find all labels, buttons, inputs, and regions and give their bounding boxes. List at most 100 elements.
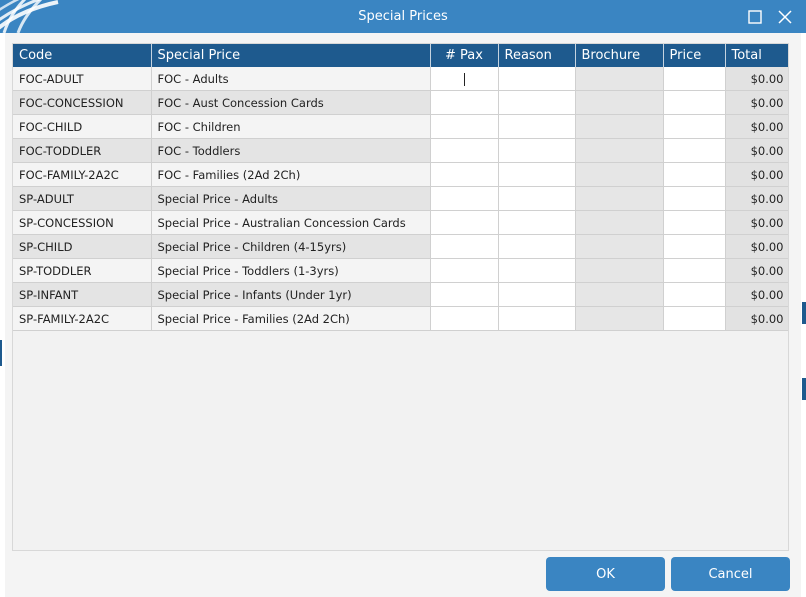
brochure-cell xyxy=(575,234,664,259)
pax-input[interactable] xyxy=(430,258,499,283)
pax-input[interactable] xyxy=(430,90,499,115)
total-cell: $0.00 xyxy=(725,67,788,91)
reason-input[interactable] xyxy=(498,162,576,187)
close-button[interactable] xyxy=(770,0,800,33)
total-cell: $0.00 xyxy=(725,234,788,259)
brochure-cell xyxy=(575,210,664,235)
total-cell: $0.00 xyxy=(725,162,788,187)
special-price-cell: Special Price - Adults xyxy=(151,186,431,211)
price-input[interactable] xyxy=(663,210,726,235)
special-price-cell: Special Price - Toddlers (1-3yrs) xyxy=(151,258,431,283)
column-header-special-price[interactable]: Special Price xyxy=(151,44,431,67)
table-row[interactable]: FOC-TODDLER FOC - Toddlers $0.00 xyxy=(13,138,788,163)
table-row[interactable]: SP-ADULT Special Price - Adults $0.00 xyxy=(13,186,788,211)
pax-input[interactable] xyxy=(430,234,499,259)
special-price-cell: Special Price - Australian Concession Ca… xyxy=(151,210,431,235)
reason-input[interactable] xyxy=(498,258,576,283)
pax-input[interactable] xyxy=(430,67,499,91)
table-row[interactable]: FOC-ADULT FOC - Adults $0.00 xyxy=(13,67,788,91)
code-cell: FOC-ADULT xyxy=(13,67,152,91)
reason-input[interactable] xyxy=(498,138,576,163)
code-cell: SP-FAMILY-2A2C xyxy=(13,306,152,331)
total-cell: $0.00 xyxy=(725,282,788,307)
special-price-cell: Special Price - Infants (Under 1yr) xyxy=(151,282,431,307)
column-header-price[interactable]: Price xyxy=(663,44,726,67)
code-cell: SP-INFANT xyxy=(13,282,152,307)
maximize-button[interactable] xyxy=(740,0,770,33)
total-cell: $0.00 xyxy=(725,138,788,163)
title-bar: Special Prices xyxy=(0,0,806,33)
pax-input[interactable] xyxy=(430,162,499,187)
code-cell: SP-TODDLER xyxy=(13,258,152,283)
table-row[interactable]: FOC-CONCESSION FOC - Aust Concession Car… xyxy=(13,90,788,115)
ok-button[interactable]: OK xyxy=(546,557,665,591)
special-prices-table: Code Special Price # Pax Reason Brochure… xyxy=(13,44,788,331)
reason-input[interactable] xyxy=(498,282,576,307)
price-input[interactable] xyxy=(663,186,726,211)
total-cell: $0.00 xyxy=(725,306,788,331)
table-row[interactable]: SP-TODDLER Special Price - Toddlers (1-3… xyxy=(13,258,788,283)
pax-input[interactable] xyxy=(430,138,499,163)
pax-input[interactable] xyxy=(430,210,499,235)
pax-input[interactable] xyxy=(430,282,499,307)
column-header-code[interactable]: Code xyxy=(13,44,152,67)
pax-input[interactable] xyxy=(430,186,499,211)
reason-input[interactable] xyxy=(498,114,576,139)
price-input[interactable] xyxy=(663,282,726,307)
maximize-icon xyxy=(748,10,762,24)
column-header-brochure[interactable]: Brochure xyxy=(575,44,664,67)
table-row[interactable]: FOC-CHILD FOC - Children $0.00 xyxy=(13,114,788,139)
table-row[interactable]: SP-INFANT Special Price - Infants (Under… xyxy=(13,282,788,307)
reason-input[interactable] xyxy=(498,67,576,91)
special-price-cell: FOC - Toddlers xyxy=(151,138,431,163)
table-header-row: Code Special Price # Pax Reason Brochure… xyxy=(13,44,788,67)
reason-input[interactable] xyxy=(498,306,576,331)
code-cell: FOC-CONCESSION xyxy=(13,90,152,115)
column-header-reason[interactable]: Reason xyxy=(498,44,576,67)
brochure-cell xyxy=(575,90,664,115)
price-input[interactable] xyxy=(663,114,726,139)
column-header-total[interactable]: Total xyxy=(725,44,788,67)
price-input[interactable] xyxy=(663,258,726,283)
brochure-cell xyxy=(575,114,664,139)
reason-input[interactable] xyxy=(498,210,576,235)
price-input[interactable] xyxy=(663,306,726,331)
special-price-cell: Special Price - Children (4-15yrs) xyxy=(151,234,431,259)
globe-logo-icon xyxy=(0,0,62,33)
total-cell: $0.00 xyxy=(725,186,788,211)
price-input[interactable] xyxy=(663,234,726,259)
code-cell: FOC-TODDLER xyxy=(13,138,152,163)
pax-input[interactable] xyxy=(430,306,499,331)
code-cell: SP-ADULT xyxy=(13,186,152,211)
text-cursor xyxy=(463,72,465,86)
reason-input[interactable] xyxy=(498,186,576,211)
price-input[interactable] xyxy=(663,138,726,163)
code-cell: FOC-FAMILY-2A2C xyxy=(13,162,152,187)
background-window-mark xyxy=(0,340,2,366)
brochure-cell xyxy=(575,306,664,331)
cancel-button[interactable]: Cancel xyxy=(671,557,790,591)
table-row[interactable]: FOC-FAMILY-2A2C FOC - Families (2Ad 2Ch)… xyxy=(13,162,788,187)
price-input[interactable] xyxy=(663,162,726,187)
price-input[interactable] xyxy=(663,90,726,115)
special-price-cell: FOC - Families (2Ad 2Ch) xyxy=(151,162,431,187)
table-row[interactable]: SP-FAMILY-2A2C Special Price - Families … xyxy=(13,306,788,331)
special-price-cell: FOC - Aust Concession Cards xyxy=(151,90,431,115)
brochure-cell xyxy=(575,138,664,163)
total-cell: $0.00 xyxy=(725,258,788,283)
background-window-mark xyxy=(802,378,806,400)
reason-input[interactable] xyxy=(498,234,576,259)
price-input[interactable] xyxy=(663,67,726,91)
pax-input[interactable] xyxy=(430,114,499,139)
special-price-cell: FOC - Children xyxy=(151,114,431,139)
table-row[interactable]: SP-CHILD Special Price - Children (4-15y… xyxy=(13,234,788,259)
total-cell: $0.00 xyxy=(725,114,788,139)
total-cell: $0.00 xyxy=(725,90,788,115)
table-row[interactable]: SP-CONCESSION Special Price - Australian… xyxy=(13,210,788,235)
reason-input[interactable] xyxy=(498,90,576,115)
window-title: Special Prices xyxy=(358,9,448,24)
code-cell: SP-CONCESSION xyxy=(13,210,152,235)
brochure-cell xyxy=(575,67,664,91)
brochure-cell xyxy=(575,258,664,283)
column-header-pax[interactable]: # Pax xyxy=(430,44,499,67)
